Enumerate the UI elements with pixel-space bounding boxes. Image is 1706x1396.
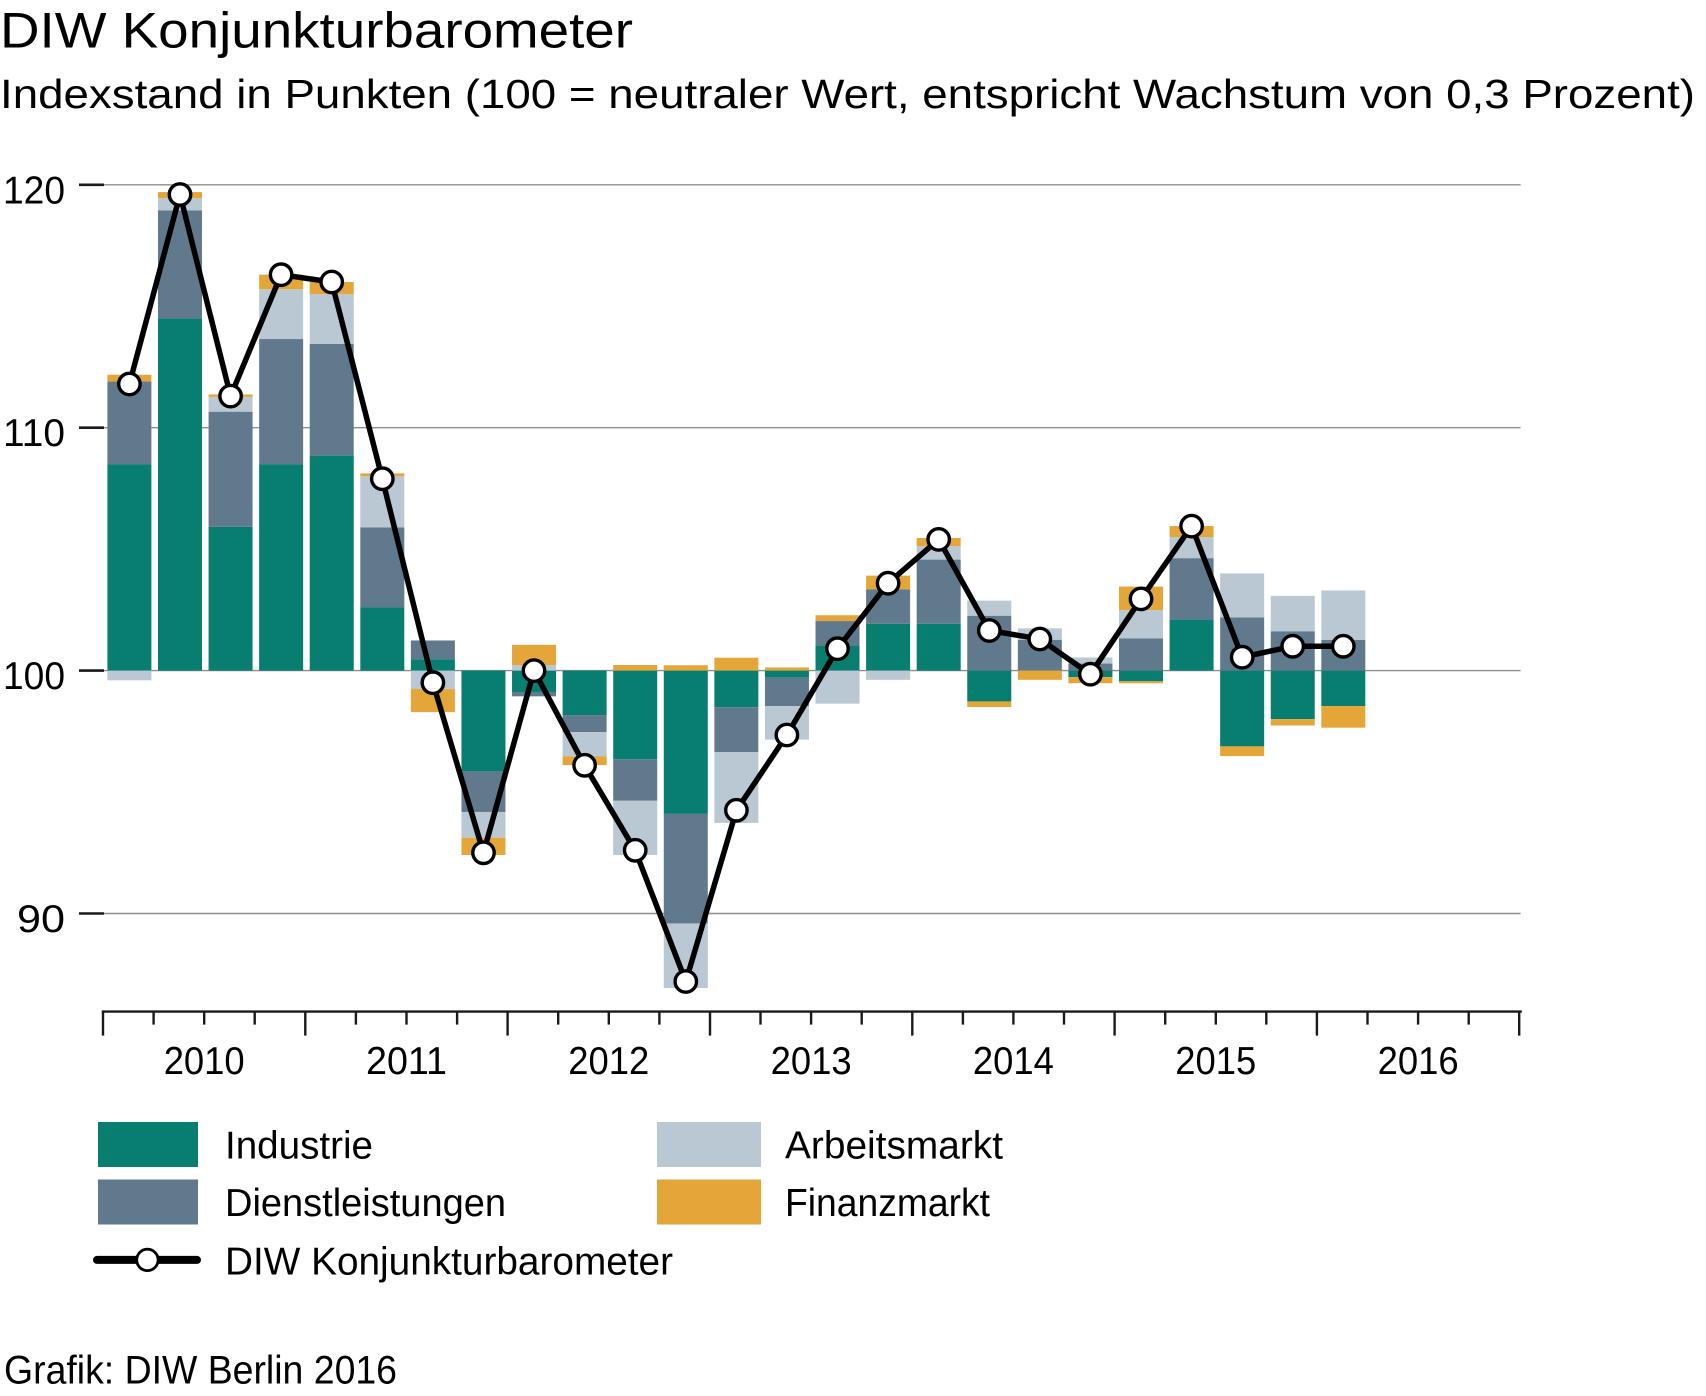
svg-text:DIW Konjunkturbarometer: DIW Konjunkturbarometer (0, 1, 633, 58)
svg-text:2011: 2011 (366, 1040, 447, 1083)
svg-text:Arbeitsmarkt: Arbeitsmarkt (785, 1125, 1003, 1168)
svg-text:90: 90 (17, 898, 65, 941)
svg-text:2012: 2012 (568, 1040, 649, 1083)
svg-text:2014: 2014 (973, 1040, 1054, 1083)
svg-text:100: 100 (3, 655, 65, 698)
svg-text:120: 120 (3, 169, 65, 212)
svg-text:DIW Konjunkturbarometer: DIW Konjunkturbarometer (225, 1241, 673, 1284)
svg-text:2016: 2016 (1378, 1040, 1459, 1083)
svg-text:2010: 2010 (164, 1040, 245, 1083)
svg-text:2013: 2013 (771, 1040, 852, 1083)
svg-text:Indexstand in Punkten (100 = n: Indexstand in Punkten (100 = neutraler W… (0, 71, 1695, 117)
svg-text:2015: 2015 (1175, 1040, 1256, 1083)
svg-text:Dienstleistungen: Dienstleistungen (225, 1182, 506, 1225)
svg-text:Industrie: Industrie (225, 1125, 373, 1168)
svg-text:Grafik: DIW Berlin 2016: Grafik: DIW Berlin 2016 (4, 1349, 397, 1393)
svg-text:110: 110 (3, 412, 65, 455)
svg-text:Finanzmarkt: Finanzmarkt (785, 1182, 990, 1225)
